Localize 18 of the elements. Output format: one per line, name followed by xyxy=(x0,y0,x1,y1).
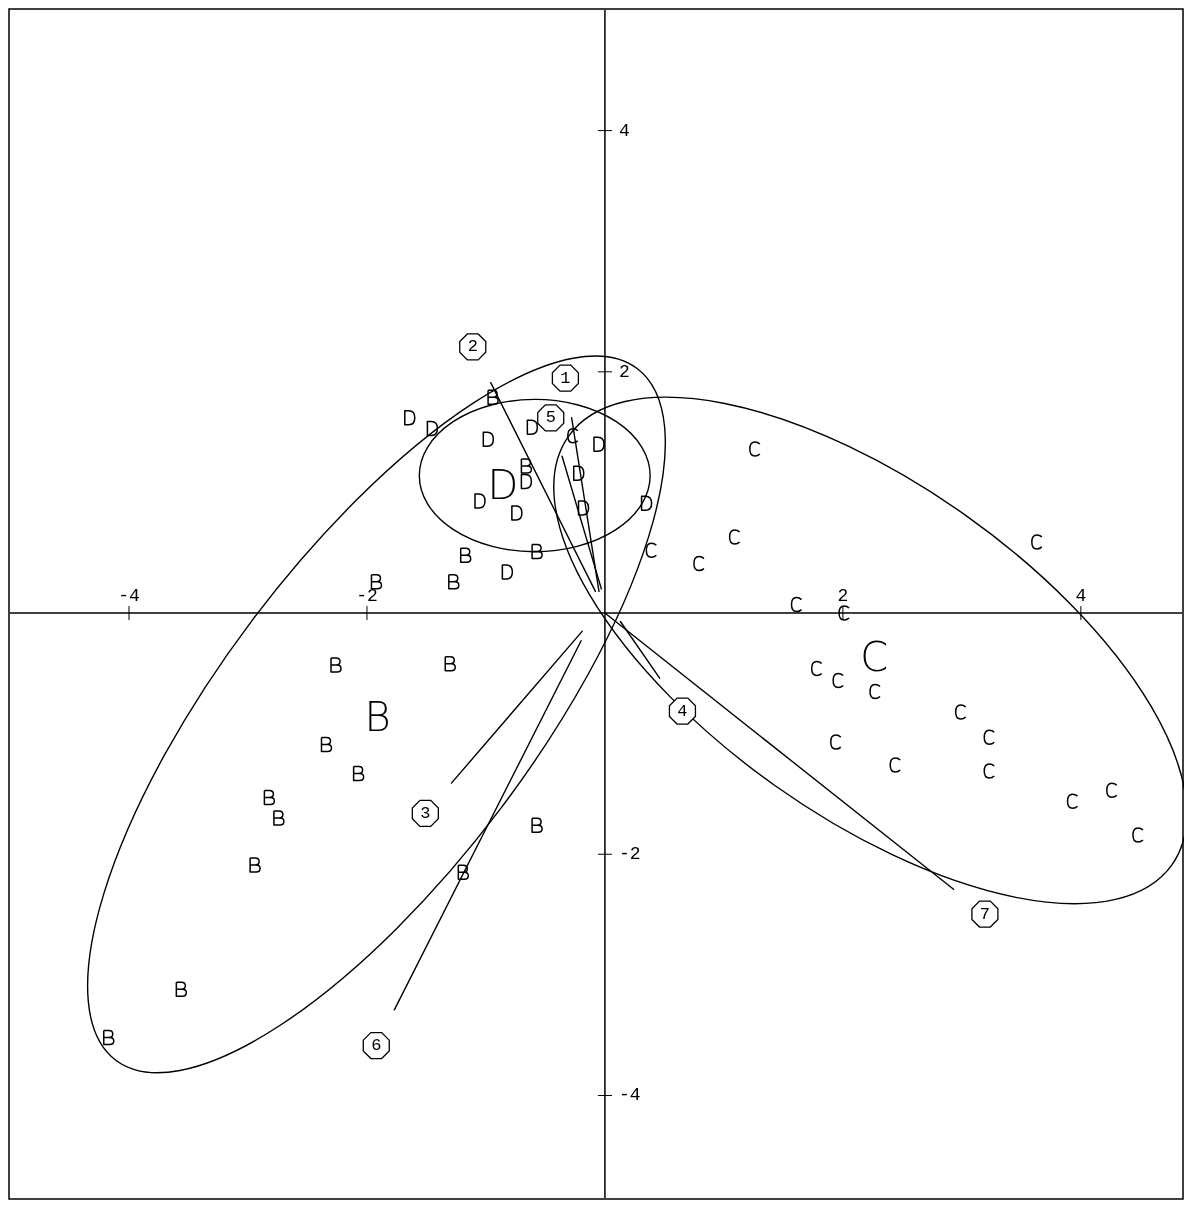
series-label: C xyxy=(860,634,889,681)
y-tick-label: -2 xyxy=(618,844,641,865)
annotation: 5 xyxy=(545,408,556,428)
legend-label: D xyxy=(487,461,519,508)
x-tick-label: 4 xyxy=(1075,586,1087,607)
x-tick-label: -4 xyxy=(118,586,140,607)
x-tick-label: -2 xyxy=(356,586,378,607)
series-label: B xyxy=(364,693,391,740)
annotation: 2 xyxy=(467,337,478,357)
x-tick-label: 2 xyxy=(837,586,849,607)
y-tick-label: 4 xyxy=(618,120,630,141)
annotation: 6 xyxy=(371,1036,382,1056)
y-tick-label: 2 xyxy=(618,361,630,382)
annotation: 4 xyxy=(677,701,688,721)
annotation: 7 xyxy=(979,904,990,924)
y-tick-label: -4 xyxy=(618,1085,641,1106)
annotation: 3 xyxy=(420,803,431,823)
annotation: 1 xyxy=(560,368,571,388)
